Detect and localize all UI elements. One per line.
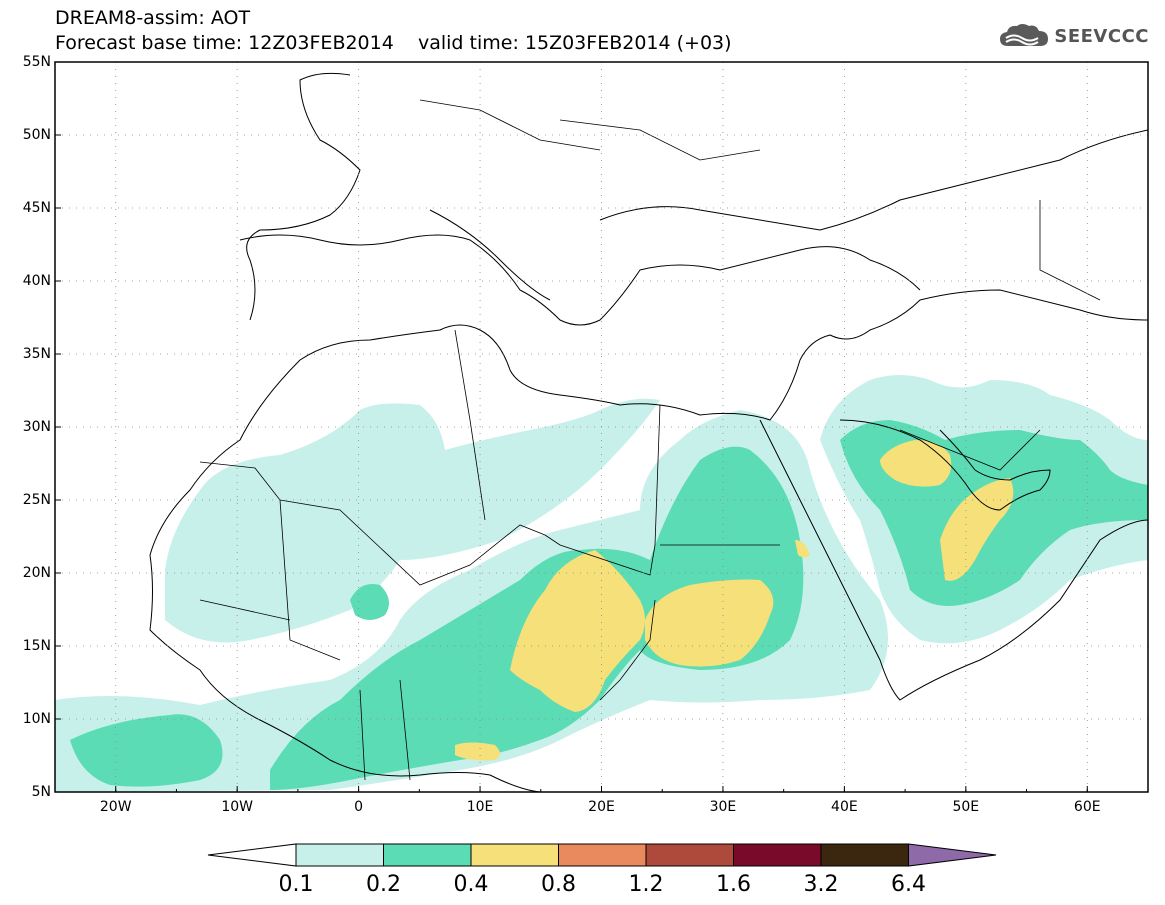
map-grid [55, 62, 1148, 792]
lat-label: 50N [22, 127, 51, 143]
lon-label: 50E [952, 799, 980, 815]
colorbar-label: 0.2 [366, 872, 401, 897]
lat-label: 25N [22, 492, 51, 508]
aot-contour-0.4-0.8 [455, 440, 1014, 761]
colorbar-label: 0.1 [278, 872, 314, 897]
colorbar-segment [733, 843, 822, 867]
lat-label: 55N [22, 54, 51, 70]
colorbar [207, 843, 997, 867]
lon-label: 10E [466, 799, 494, 815]
seevccc-logo: SEEVCCC [998, 22, 1149, 50]
logo-text: SEEVCCC [1054, 25, 1149, 47]
coastlines [149, 72, 1148, 792]
colorbar-label: 1.6 [716, 872, 751, 897]
colorbar-low-arrow [207, 843, 297, 867]
lat-label: 15N [22, 638, 51, 654]
colorbar-label: 0.4 [453, 872, 489, 897]
lon-label: 10W [221, 799, 253, 815]
lat-label: 45N [22, 200, 51, 216]
lon-label: 30E [709, 799, 737, 815]
colorbar-label: 6.4 [891, 872, 926, 897]
colorbar-segment [470, 843, 559, 867]
lat-label: 5N [31, 784, 51, 800]
colorbar-segment [383, 843, 472, 867]
map-title: DREAM8-assim: AOT [55, 7, 251, 29]
lon-label: 60E [1073, 799, 1101, 815]
lat-label: 10N [22, 711, 51, 727]
lat-label: 20N [22, 565, 51, 581]
lat-label: 40N [22, 273, 51, 289]
colorbar-segment [645, 843, 734, 867]
lat-label: 35N [22, 346, 51, 362]
colorbar-segment [820, 843, 909, 867]
colorbar-segment [295, 843, 384, 867]
colorbar-label: 1.2 [628, 872, 664, 897]
colorbar-segment [558, 843, 647, 867]
lon-label: 20E [588, 799, 615, 815]
colorbar-high-arrow [908, 843, 997, 867]
lon-label: 0 [354, 799, 364, 815]
colorbar-label: 0.8 [541, 872, 576, 897]
lon-label: 20W [99, 799, 132, 815]
forecast-time-line: Forecast base time: 12Z03FEB2014 valid t… [55, 32, 732, 54]
lon-label: 40E [831, 799, 858, 815]
lat-label: 30N [22, 419, 51, 435]
cloud-icon [1000, 24, 1049, 46]
axis-ticks [54, 61, 1149, 793]
colorbar-labels: 0.1 0.2 0.4 0.8 1.2 1.6 3.2 6.4 [0, 872, 1165, 898]
colorbar-label: 3.2 [803, 872, 839, 897]
